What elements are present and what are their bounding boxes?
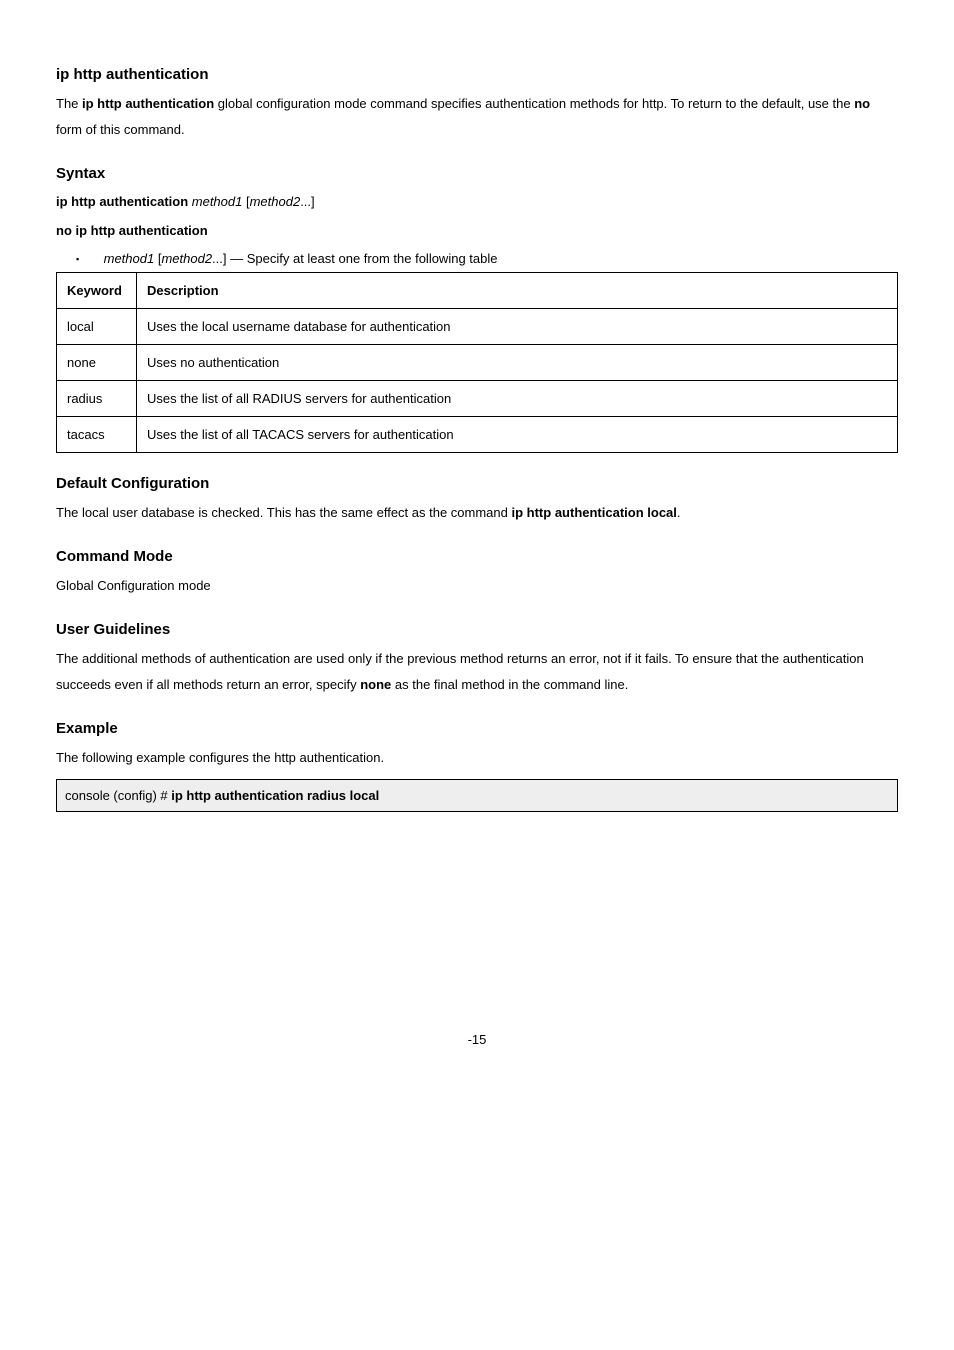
param-item: method1 [method2...] — Specify at least … xyxy=(76,251,898,266)
th-description: Description xyxy=(137,272,898,308)
section-mode: Command Mode xyxy=(56,548,898,565)
cell-keyword: local xyxy=(57,308,137,344)
page-number: -15 xyxy=(56,1032,898,1047)
guidelines-paragraph: The additional methods of authentication… xyxy=(56,646,898,698)
syntax1-cmd: ip http authentication xyxy=(56,194,192,209)
keywords-table: Keyword Description local Uses the local… xyxy=(56,272,898,453)
intro-cmd: ip http authentication xyxy=(82,96,214,111)
section-guidelines: User Guidelines xyxy=(56,621,898,638)
intro-no: no xyxy=(854,96,870,111)
section-syntax: Syntax xyxy=(56,165,898,182)
table-row: radius Uses the list of all RADIUS serve… xyxy=(57,380,898,416)
example-codebox: console (config) # ip http authenticatio… xyxy=(56,779,898,812)
default-post: . xyxy=(677,505,681,520)
example-lead: The following example configures the htt… xyxy=(56,745,898,771)
table-header-row: Keyword Description xyxy=(57,272,898,308)
table-row: none Uses no authentication xyxy=(57,344,898,380)
table-row: tacacs Uses the list of all TACACS serve… xyxy=(57,416,898,452)
section-example: Example xyxy=(56,720,898,737)
cell-description: Uses the list of all TACACS servers for … xyxy=(137,416,898,452)
param-arg1: method1 xyxy=(104,251,155,266)
param-close: ...] — Specify at least one from the fol… xyxy=(212,251,497,266)
th-keyword: Keyword xyxy=(57,272,137,308)
cell-keyword: radius xyxy=(57,380,137,416)
cell-description: Uses no authentication xyxy=(137,344,898,380)
syntax-line-1: ip http authentication method1 [method2.… xyxy=(56,190,898,213)
mode-paragraph: Global Configuration mode xyxy=(56,573,898,599)
syntax1-open: [ xyxy=(242,194,249,209)
default-paragraph: The local user database is checked. This… xyxy=(56,500,898,526)
default-pre: The local user database is checked. This… xyxy=(56,505,512,520)
default-cmd: ip http authentication local xyxy=(512,505,677,520)
intro-pre1: The xyxy=(56,96,82,111)
syntax1-arg2: method2 xyxy=(250,194,301,209)
cell-keyword: none xyxy=(57,344,137,380)
syntax1-arg1: method1 xyxy=(192,194,243,209)
intro-post2: form of this command. xyxy=(56,122,185,137)
command-heading: ip http authentication xyxy=(56,66,898,83)
guidelines-kw: none xyxy=(360,677,391,692)
syntax1-close: ...] xyxy=(300,194,314,209)
example-prompt: console (config) # xyxy=(65,788,171,803)
intro-post1: global configuration mode command specif… xyxy=(214,96,854,111)
cell-description: Uses the list of all RADIUS servers for … xyxy=(137,380,898,416)
section-default: Default Configuration xyxy=(56,475,898,492)
param-arg2: method2 xyxy=(161,251,212,266)
syntax-line-2: no ip http authentication xyxy=(56,219,898,242)
cell-description: Uses the local username database for aut… xyxy=(137,308,898,344)
intro-paragraph: The ip http authentication global config… xyxy=(56,91,898,143)
table-row: local Uses the local username database f… xyxy=(57,308,898,344)
cell-keyword: tacacs xyxy=(57,416,137,452)
guidelines-post: as the final method in the command line. xyxy=(391,677,628,692)
example-cmd: ip http authentication radius local xyxy=(171,788,379,803)
